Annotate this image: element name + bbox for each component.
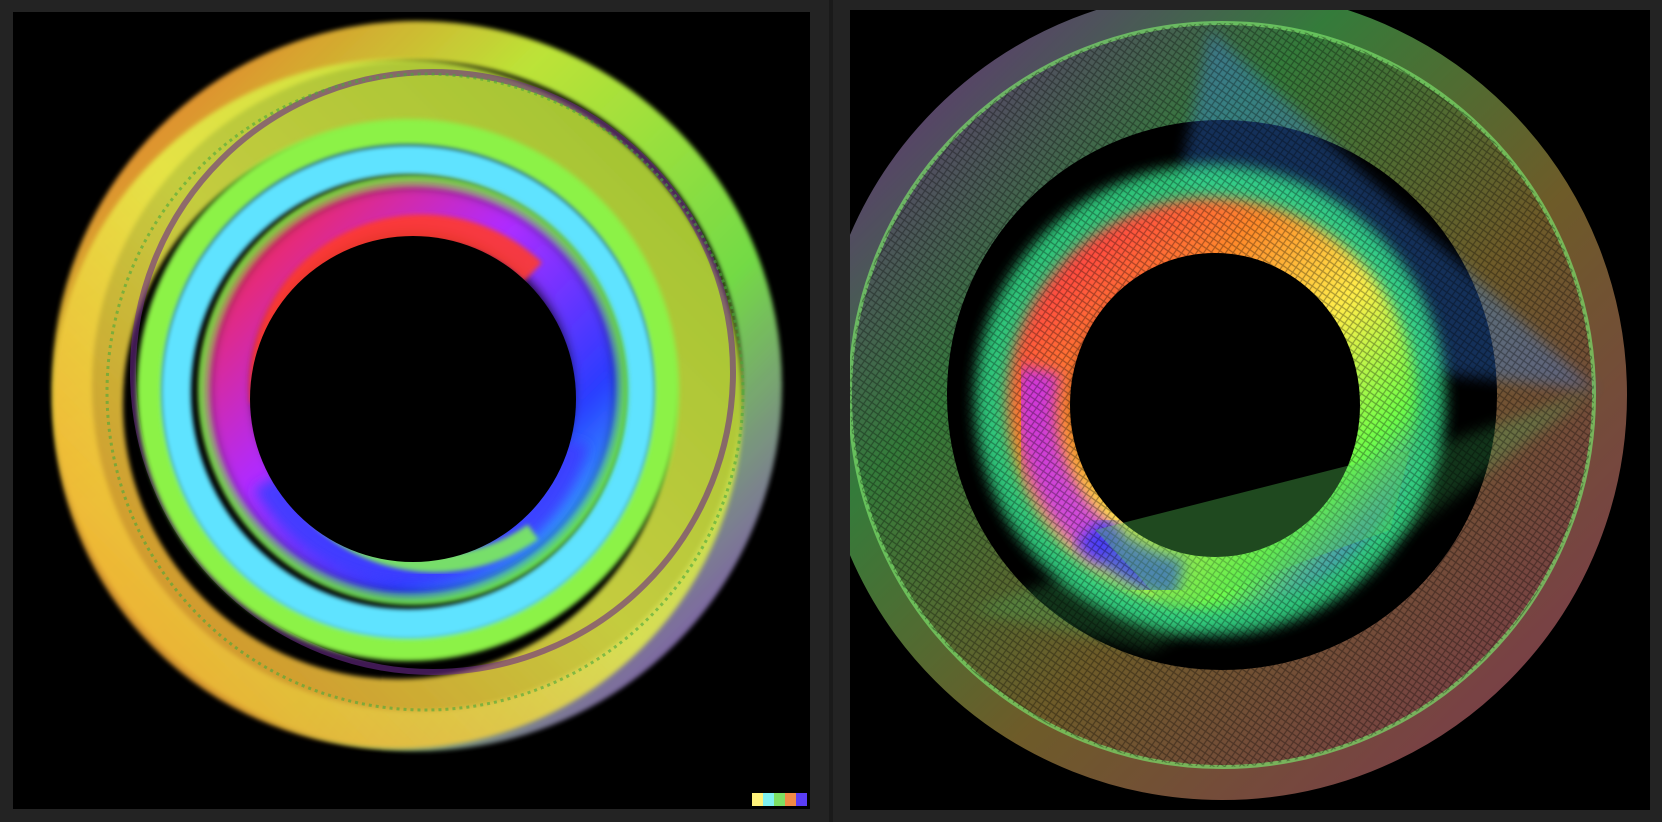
spiral-ring-artwork-left — [13, 12, 810, 809]
string-ring-artwork-right — [850, 10, 1650, 810]
panel-divider — [829, 0, 833, 822]
spiral-ring-graphic — [52, 21, 782, 751]
color-palette — [752, 793, 807, 806]
palette-swatch-1 — [752, 793, 763, 806]
palette-swatch-2 — [763, 793, 774, 806]
palette-swatch-4 — [785, 793, 796, 806]
palette-swatch-3 — [774, 793, 785, 806]
palette-swatch-5 — [796, 793, 807, 806]
string-ring-graphic — [850, 10, 1627, 800]
